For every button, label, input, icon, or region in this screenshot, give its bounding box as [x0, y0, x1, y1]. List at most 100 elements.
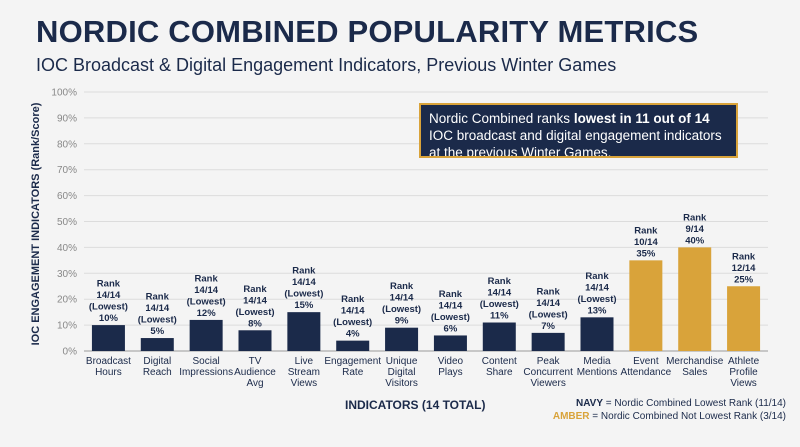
- x-tick-label-line: Viewers: [530, 378, 565, 389]
- x-tick-label: Engagement Rate: [324, 356, 381, 378]
- x-tick-label-line: Stream: [288, 367, 320, 378]
- data-label-line: 14/14: [145, 303, 169, 314]
- data-label-line: 12/14: [732, 263, 756, 274]
- data-label: Rank 14/14 (Lowest) 8%: [235, 284, 274, 330]
- data-label: Rank 14/14 (Lowest) 15%: [284, 266, 323, 312]
- y-tick-label: 0%: [63, 347, 78, 358]
- data-label: Rank 14/14 (Lowest) 9%: [382, 281, 421, 327]
- x-tick-label-line: Engagement: [324, 356, 381, 367]
- data-label-line: (Lowest): [235, 307, 274, 318]
- bar: [678, 247, 712, 351]
- data-label-line: 7%: [541, 321, 555, 332]
- x-tick-label-line: Reach: [143, 367, 172, 378]
- x-tick-label-line: Athlete: [728, 356, 760, 367]
- x-tick-label: Media Mentions: [577, 356, 618, 378]
- x-tick-label-line: Avg: [246, 378, 263, 389]
- data-label-line: 8%: [248, 318, 262, 329]
- bar: [482, 322, 516, 351]
- data-label-line: (Lowest): [480, 299, 519, 310]
- data-label-line: 9%: [395, 316, 409, 327]
- data-label-line: 12%: [197, 308, 217, 319]
- x-tick-label-line: Peak: [537, 356, 561, 367]
- x-tick-label: Video Plays: [438, 356, 464, 378]
- bar: [727, 286, 761, 351]
- data-label: Rank 14/14 (Lowest) 13%: [577, 271, 616, 317]
- data-label-line: 14/14: [487, 288, 511, 299]
- data-label-line: 5%: [150, 326, 164, 337]
- data-label-line: 10/14: [634, 237, 658, 248]
- x-tick-label-line: Digital: [388, 367, 416, 378]
- data-label: Rank 14/14 (Lowest) 11%: [480, 276, 519, 322]
- x-tick-label: TV Audience Avg: [234, 356, 276, 389]
- data-label-line: 11%: [490, 311, 509, 322]
- callout-text-bold: lowest in 11 out of 14: [573, 111, 710, 126]
- data-label-line: 14/14: [341, 306, 365, 317]
- data-label-line: 14/14: [292, 277, 316, 288]
- y-tick-label: 100%: [51, 88, 77, 99]
- y-tick-label: 30%: [57, 269, 77, 280]
- data-label-line: Rank: [292, 266, 316, 277]
- x-tick-label-line: Mentions: [577, 367, 618, 378]
- data-label-line: 14/14: [439, 300, 463, 311]
- legend-navy-text: = Nordic Combined Lowest Rank (11/14): [603, 398, 786, 409]
- data-label-line: (Lowest): [187, 296, 226, 307]
- data-label-line: (Lowest): [333, 317, 372, 328]
- data-label: Rank 12/14 25%: [732, 251, 756, 285]
- data-label-line: Rank: [195, 273, 219, 284]
- x-tick-label-line: Digital: [143, 356, 171, 367]
- data-label-line: Rank: [537, 286, 561, 297]
- x-tick-label-line: Concurrent: [523, 367, 573, 378]
- data-label: Rank 9/14 40%: [683, 212, 707, 246]
- data-label-line: 40%: [685, 235, 705, 246]
- bar: [336, 340, 370, 351]
- bar: [385, 327, 419, 351]
- data-label-line: (Lowest): [382, 304, 421, 315]
- bar: [580, 317, 614, 351]
- x-tick-label-line: Social: [193, 356, 220, 367]
- data-label-line: Rank: [439, 289, 463, 300]
- data-label: Rank 14/14 (Lowest) 10%: [89, 279, 128, 325]
- data-label: Rank 14/14 (Lowest) 12%: [187, 273, 226, 319]
- bar: [238, 330, 272, 351]
- x-tick-label-line: Content: [482, 356, 517, 367]
- bar: [531, 332, 565, 351]
- x-tick-label-line: Profile: [729, 367, 758, 378]
- x-tick-label-line: Hours: [95, 367, 122, 378]
- x-tick-label-line: Event: [633, 356, 659, 367]
- bar: [189, 319, 223, 351]
- data-label-line: 6%: [444, 323, 458, 334]
- data-label-line: Rank: [732, 251, 756, 262]
- y-tick-label: 40%: [57, 243, 77, 254]
- data-label-line: Rank: [146, 292, 170, 303]
- data-label-line: 14/14: [194, 285, 218, 296]
- x-tick-label-line: Attendance: [621, 367, 672, 378]
- data-label-line: 14/14: [243, 295, 267, 306]
- callout-text-post: IOC broadcast and digital engagement ind…: [429, 128, 722, 158]
- bar: [91, 325, 125, 351]
- data-label-line: (Lowest): [89, 302, 128, 313]
- bar: [629, 260, 663, 351]
- bar: [140, 338, 174, 351]
- data-label-line: 14/14: [585, 282, 609, 293]
- x-tick-label: Social Impressions: [179, 356, 233, 378]
- x-tick-label-line: Views: [730, 378, 757, 389]
- x-tick-label-line: Audience: [234, 367, 276, 378]
- legend: NAVY = Nordic Combined Lowest Rank (11/1…: [553, 397, 786, 423]
- x-tick-label-line: Broadcast: [86, 356, 131, 367]
- chart-subtitle: IOC Broadcast & Digital Engagement Indic…: [36, 55, 617, 75]
- x-tick-label: Digital Reach: [143, 356, 172, 378]
- x-tick-label-line: Impressions: [179, 367, 233, 378]
- x-tick-label: Broadcast Hours: [86, 356, 131, 378]
- callout-text-pre: Nordic Combined ranks: [429, 111, 574, 126]
- data-label-line: Rank: [585, 271, 609, 282]
- legend-amber: AMBER = Nordic Combined Not Lowest Rank …: [553, 410, 786, 423]
- data-label-line: 14/14: [536, 298, 560, 309]
- callout-box: Nordic Combined ranks lowest in 11 out o…: [419, 103, 738, 158]
- x-tick-label: Athlete Profile Views: [728, 356, 760, 389]
- x-tick-label-line: Sales: [682, 367, 707, 378]
- x-tick-label-line: TV: [249, 356, 262, 367]
- legend-navy-key: NAVY: [575, 398, 604, 409]
- x-tick-label: Live Stream Views: [288, 356, 320, 389]
- data-label-line: 4%: [346, 329, 360, 340]
